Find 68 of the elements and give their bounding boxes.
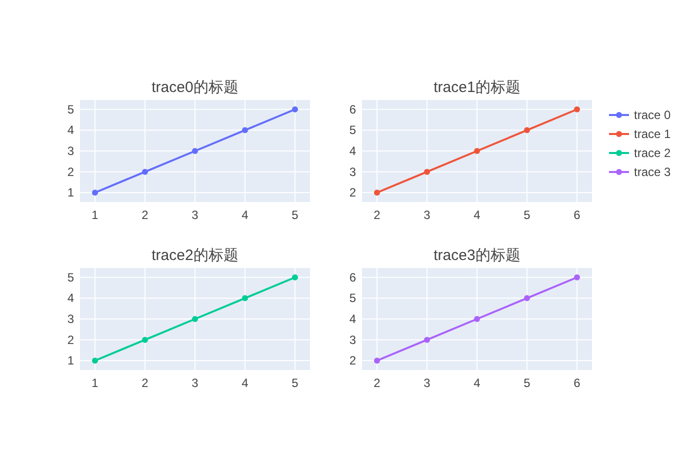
point [524,295,530,302]
y-tick-label: 2 [67,332,74,347]
point [374,358,380,364]
point [474,316,480,322]
y-tick-label: 4 [349,312,356,326]
y-tick-label: 3 [67,144,74,158]
point [242,127,248,134]
x-tick-label: 4 [474,376,481,390]
x-tick-label: 5 [292,208,299,222]
point [192,316,198,322]
y-tick-label: 1 [67,186,74,200]
point [292,274,298,280]
x-tick-label: 2 [374,208,381,222]
y-tick-label: 6 [349,270,356,284]
x-tick-label: 1 [92,208,99,222]
legend-label: trace 3 [634,165,672,179]
legend-label: trace 2 [634,146,672,160]
y-tick-label: 3 [349,332,356,347]
point [192,148,198,154]
point [574,106,580,112]
legend-label: trace 1 [634,127,672,141]
point [92,190,98,196]
point [424,336,430,343]
x-tick-label: 2 [142,376,149,390]
y-tick-label: 5 [349,123,356,138]
y-tick-label: 5 [67,270,74,284]
x-tick-label: 5 [524,208,531,222]
y-tick-label: 2 [349,186,356,200]
y-tick-label: 3 [67,312,74,326]
x-tick-label: 1 [92,376,99,390]
point [292,106,298,112]
chart-title: trace0的标题 [152,79,238,96]
chart-title: trace2的标题 [152,247,238,264]
point [374,190,380,196]
x-tick-label: 6 [574,208,581,222]
point [474,148,480,154]
x-tick-label: 3 [424,208,431,222]
x-tick-label: 3 [424,376,431,390]
point [242,295,248,302]
x-tick-label: 3 [192,376,199,390]
x-tick-label: 4 [242,376,249,390]
y-tick-label: 2 [349,354,356,368]
y-tick-label: 4 [67,123,74,138]
legend-label: trace 0 [634,108,672,122]
chart-title: trace3的标题 [434,247,520,264]
x-tick-label: 2 [374,376,381,390]
point [92,358,98,364]
x-tick-label: 3 [192,208,199,222]
y-tick-label: 5 [349,291,356,306]
point [142,336,148,343]
y-tick-label: 4 [67,291,74,306]
point [142,168,148,175]
chart-title: trace1的标题 [434,79,520,96]
y-tick-label: 3 [349,164,356,179]
x-tick-label: 4 [242,208,249,222]
point [574,274,580,280]
x-tick-label: 6 [574,376,581,390]
y-tick-label: 4 [349,144,356,158]
x-tick-label: 5 [524,376,531,390]
point [424,168,430,175]
x-tick-label: 4 [474,208,481,222]
y-tick-label: 2 [67,164,74,179]
x-tick-label: 2 [142,208,149,222]
y-tick-label: 5 [67,102,74,116]
x-tick-label: 5 [292,376,299,390]
point [524,127,530,134]
y-tick-label: 6 [349,102,356,116]
y-tick-label: 1 [67,354,74,368]
